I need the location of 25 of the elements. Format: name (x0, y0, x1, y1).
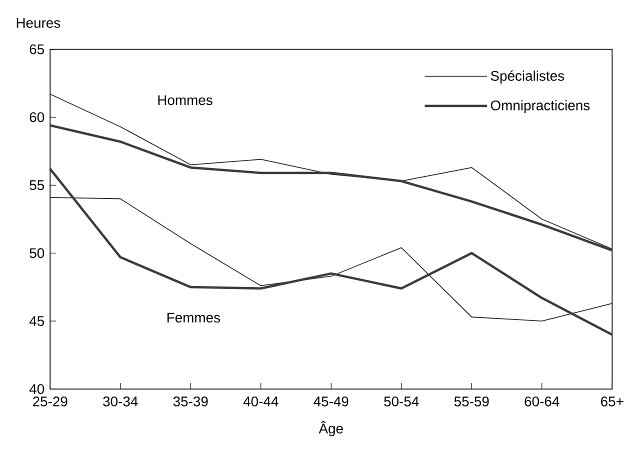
y-tick-label: 50 (30, 248, 44, 258)
y-tick-label: 40 (29, 384, 44, 394)
x-tick-label: 60-64 (524, 396, 560, 406)
x-tick-label: 35-39 (173, 396, 208, 406)
legend-label: Omnipracticiens (490, 100, 590, 114)
y-tick-label: 65 (30, 44, 44, 54)
line-series (50, 94, 613, 250)
y-tick-label: 55 (30, 180, 44, 190)
legend-label: Spécialistes (490, 70, 564, 84)
annotation: Femmes (167, 312, 220, 323)
x-tick-label: 65+ (601, 396, 624, 406)
x-tick-label: 50-54 (384, 396, 419, 406)
y-tick-label: 60 (30, 112, 44, 122)
y-tick-label: 45 (29, 316, 44, 326)
x-tick-label: 45-49 (314, 396, 348, 406)
x-axis-title: Âge (318, 421, 343, 436)
line-series (48, 124, 614, 252)
x-tick-label: 40-44 (243, 396, 278, 406)
line-series (48, 168, 614, 336)
annotation: Hommes (158, 95, 212, 106)
y-axis-title: Heures (16, 18, 60, 28)
x-tick-label: 55-59 (454, 396, 489, 406)
x-tick-label: 30-34 (103, 396, 138, 406)
x-tick-label: 25-29 (33, 396, 68, 406)
line-series (50, 197, 613, 322)
